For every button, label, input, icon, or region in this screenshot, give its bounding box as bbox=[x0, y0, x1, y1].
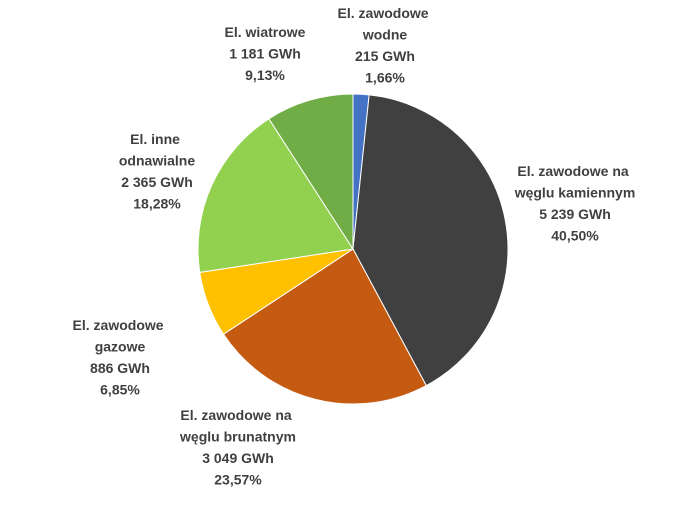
percent-label: 6,85% bbox=[100, 382, 140, 398]
pie-slice bbox=[352, 94, 509, 387]
percent-label: 23,57% bbox=[214, 472, 262, 488]
value-label: 215 GWh bbox=[355, 48, 415, 64]
value-label: 1 181 GWh bbox=[229, 45, 301, 61]
value-label: 886 GWh bbox=[90, 360, 150, 376]
slice-label: El. inne odnawialne bbox=[119, 131, 195, 169]
value-label: 5 239 GWh bbox=[539, 206, 611, 222]
pie-slice bbox=[268, 93, 354, 251]
percent-label: 18,28% bbox=[133, 196, 181, 212]
value-label: 3 049 GWh bbox=[202, 450, 274, 466]
percent-label: 40,50% bbox=[551, 228, 599, 244]
slice-label: El. zawodowe gazowe bbox=[73, 317, 168, 355]
slice-label: El. zawodowe wodne bbox=[338, 5, 433, 43]
slice-label: El. zawodowe na węglu brunatnym bbox=[179, 407, 296, 445]
pie-slice bbox=[197, 118, 354, 273]
slice-label: El. zawodowe na węglu kamiennym bbox=[514, 163, 636, 201]
slice-label: El. wiatrowe bbox=[225, 24, 306, 40]
percent-label: 1,66% bbox=[365, 70, 405, 86]
pie-slice bbox=[222, 248, 427, 405]
value-label: 2 365 GWh bbox=[121, 174, 193, 190]
percent-label: 9,13% bbox=[245, 67, 285, 83]
